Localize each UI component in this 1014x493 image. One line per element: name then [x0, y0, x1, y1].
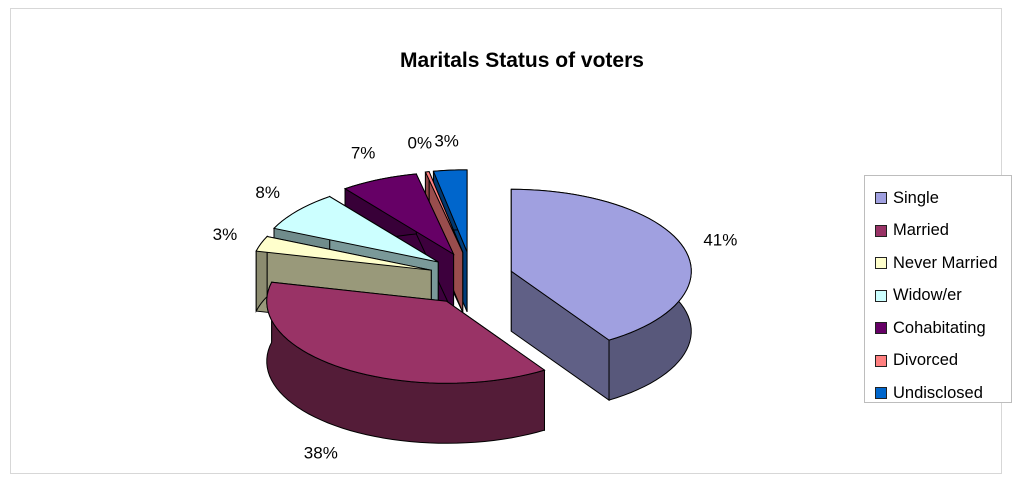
slice-label-undisclosed: 3% [434, 131, 459, 150]
legend-swatch [875, 257, 887, 270]
slice-top [255, 236, 432, 271]
slice-label-divorced: 0% [407, 133, 432, 152]
slice-top [510, 188, 692, 341]
slice-top [272, 196, 439, 263]
slice-label-married: 38% [304, 444, 338, 463]
legend-swatch [875, 354, 887, 367]
legend-label: Single [893, 188, 939, 207]
legend-label: Cohabitating [893, 318, 986, 337]
legend-swatch [875, 322, 887, 335]
slice-top [266, 281, 546, 384]
legend-item-married: Married [865, 215, 1011, 248]
slice-label-single: 41% [703, 231, 737, 250]
slice-top [432, 169, 468, 253]
legend-swatch [875, 289, 887, 302]
chart-title: Maritals Status of voters [400, 49, 644, 72]
legend-item-cohabitating: Cohabitating [865, 312, 1011, 345]
slice-label-never-married: 3% [213, 225, 238, 244]
legend-swatch [875, 387, 887, 400]
legend-label: Widow/er [893, 286, 962, 305]
legend: Single Married Never Married Widow/er Cohabi… [864, 175, 1012, 403]
pie-slice-married [266, 281, 546, 444]
legend-item-single: Single [865, 182, 1011, 215]
legend-label: Divorced [893, 351, 959, 370]
pie-slice-single [510, 188, 692, 402]
legend-item-divorced: Divorced [865, 345, 1011, 378]
pie-chart: Maritals Status of voters 41% 38% 3% 8% 7% 0%… [213, 49, 738, 463]
legend-item-undisclosed: Undisclosed [865, 377, 1011, 410]
slices-group [255, 169, 692, 444]
legend-label: Never Married [893, 253, 998, 272]
labels-group: 41%38%3%8%7%0% 3% [213, 131, 738, 462]
legend-label: Married [893, 221, 949, 240]
slice-top [343, 173, 455, 256]
slice-label-cohabitating: 7% [351, 143, 376, 162]
legend-swatch [875, 192, 887, 205]
legend-item-never-married: Never Married [865, 247, 1011, 280]
slice-label-widow-er: 8% [255, 183, 280, 202]
legend-label: Undisclosed [893, 383, 983, 402]
legend-item-widow-er: Widow/er [865, 280, 1011, 313]
legend-swatch [875, 224, 887, 237]
slice-top [424, 171, 464, 253]
chart-frame: Maritals Status of voters 41% 38% 3% 8% 7% 0%… [10, 8, 1012, 474]
